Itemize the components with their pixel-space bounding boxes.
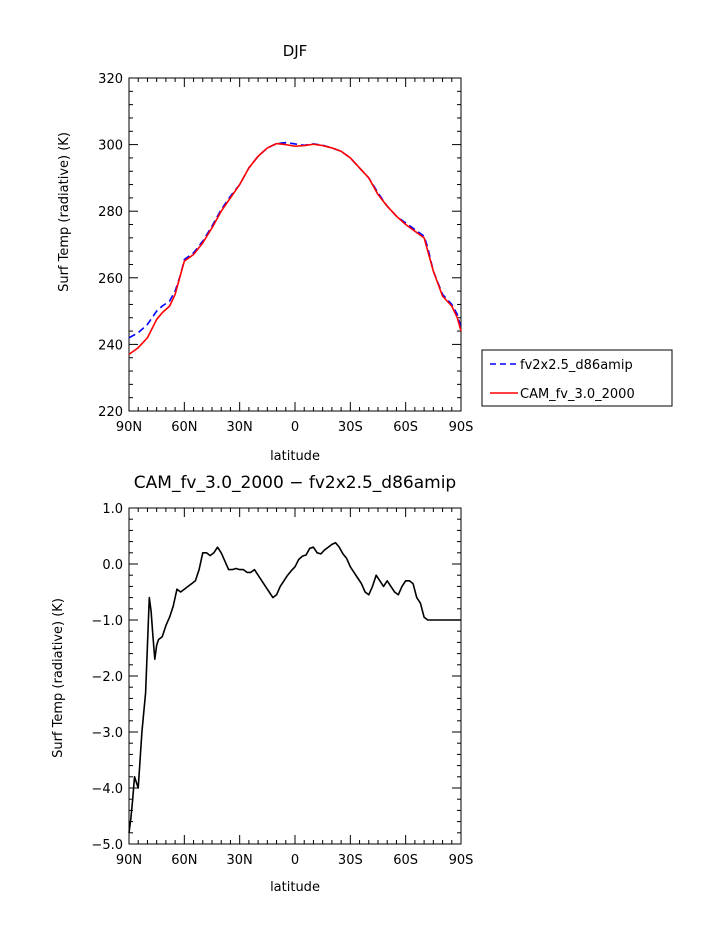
bottom-x-tick-label: 30N	[227, 853, 253, 868]
legend-box	[481, 349, 673, 407]
legend: fv2x2.5_d86amip CAM_fv_3.0_2000	[481, 349, 673, 407]
bottom-y-tick-label: −4.0	[91, 782, 123, 797]
top-y-tick-label: 220	[98, 405, 123, 420]
top-y-tick-label: 320	[98, 72, 123, 87]
top-plot-frame	[128, 77, 462, 412]
top-x-tick-label: 30N	[227, 420, 253, 435]
series-line-fv2x2-5-d86amip	[128, 141, 462, 339]
bottom-x-tick-label: 60N	[171, 853, 197, 868]
top-chart-x-label: latitude	[270, 449, 320, 464]
bottom-y-tick-label: −1.0	[91, 614, 123, 629]
top-x-tick-label: 30S	[338, 420, 363, 435]
top-chart: DJF 90N 60N 30N 0 30S 60S 90S 220 240 260 280 300 32…	[57, 42, 673, 464]
top-x-tick-label: 90N	[116, 420, 142, 435]
bottom-x-tick-label: 90S	[449, 853, 474, 868]
bottom-chart-plot-area: 90N 60N 30N 0 30S 60S 90S −5.0 −4.0 −3.0 −2.0 −1.0 0…	[91, 502, 473, 868]
top-x-tick-label: 90S	[449, 420, 474, 435]
top-x-tick-label: 60N	[171, 420, 197, 435]
top-y-tick-label: 300	[98, 139, 123, 154]
bottom-y-tick-label: −3.0	[91, 726, 123, 741]
top-chart-plot-area: 90N 60N 30N 0 30S 60S 90S 220 240 260 280 300 320	[98, 72, 473, 435]
top-y-tick-label: 240	[98, 338, 123, 353]
bottom-y-tick-label: −5.0	[91, 838, 123, 853]
top-x-tick-label: 60S	[393, 420, 418, 435]
bottom-chart-title: CAM_fv_3.0_2000 − fv2x2.5_d86amip	[134, 473, 456, 493]
top-y-tick-label: 280	[98, 205, 123, 220]
bottom-chart-y-label: Surf Temp (radiative) (K)	[51, 598, 66, 758]
legend-label-cam-fv-3-0-2000: CAM_fv_3.0_2000	[520, 387, 635, 402]
top-y-tick-label: 260	[98, 272, 123, 287]
bottom-y-tick-label: −2.0	[91, 670, 123, 685]
series-line-bottom-difference	[128, 541, 461, 833]
bottom-y-tick-label: 1.0	[102, 502, 123, 517]
series-line-cam-fv-3-0-2000	[128, 142, 462, 356]
bottom-y-tick-label: 0.0	[102, 558, 123, 573]
bottom-chart: CAM_fv_3.0_2000 − fv2x2.5_d86amip 90N 60N…	[51, 473, 473, 895]
bottom-x-tick-label: 30S	[338, 853, 363, 868]
bottom-x-tick-label: 60S	[393, 853, 418, 868]
top-x-tick-label: 0	[291, 420, 299, 435]
bottom-x-tick-label: 0	[291, 853, 299, 868]
bottom-x-tick-label: 90N	[116, 853, 142, 868]
top-chart-y-label: Surf Temp (radiative) (K)	[57, 132, 72, 292]
bottom-plot-frame	[128, 507, 462, 845]
bottom-chart-x-label: latitude	[270, 880, 320, 895]
top-chart-title: DJF	[283, 42, 308, 60]
legend-label-fv2x2-5-d86amip: fv2x2.5_d86amip	[520, 358, 633, 373]
